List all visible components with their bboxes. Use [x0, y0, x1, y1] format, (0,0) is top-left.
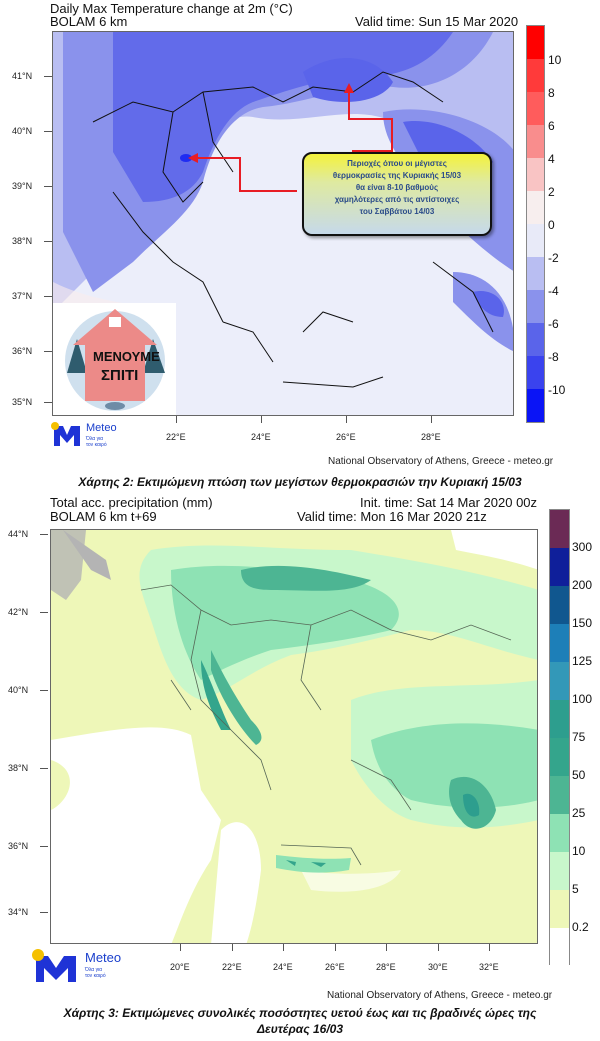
lon-tick: 24°E — [273, 962, 293, 972]
lon-tick: 32°E — [479, 962, 499, 972]
lon-tick: 28°E — [421, 432, 441, 442]
callout-line: Περιοχές όπου οι μέγιστες — [347, 159, 447, 168]
map2-credit: National Observatory of Athens, Greece -… — [327, 990, 553, 1001]
lon-tick: 26°E — [325, 962, 345, 972]
lon-tick: 20°E — [170, 962, 190, 972]
lat-tick: 36°N — [8, 841, 29, 851]
stay-home-badge: ΜΕΝΟΥΜΕ ΣΠΙΤΙ — [53, 303, 176, 415]
colorbar-label: 25 — [572, 806, 586, 820]
colorbar-label: 8 — [548, 86, 555, 100]
lon-tick: 30°E — [428, 962, 448, 972]
colorbar-label: 0 — [548, 218, 555, 232]
colorbar-label: 5 — [572, 882, 579, 896]
colorbar-label: -4 — [548, 284, 559, 298]
lat-tick: 38°N — [12, 236, 33, 246]
callout-line: χαμηλότερες από τις αντίστοιχες — [334, 195, 460, 204]
meteo-logo-tagline: τον καιρό — [85, 973, 106, 979]
meteo-m-icon — [32, 949, 76, 982]
lat-tick: 40°N — [12, 126, 33, 136]
colorbar-label: 10 — [572, 844, 586, 858]
lat-tick: 34°N — [8, 907, 29, 917]
colorbar-label: -6 — [548, 317, 559, 331]
lat-tick: 36°N — [12, 346, 33, 356]
lat-tick: 42°N — [8, 607, 29, 617]
meteo-m-icon — [51, 422, 80, 446]
meteo-logo-name: Meteo — [86, 422, 117, 434]
lat-tick: 41°N — [12, 71, 33, 81]
map1-arrows — [188, 83, 393, 192]
colorbar-label: 200 — [572, 578, 593, 592]
lat-tick: 39°N — [12, 181, 33, 191]
colorbar-label: 2 — [548, 185, 555, 199]
lat-tick: 44°N — [8, 529, 29, 539]
callout-line: θερμοκρασίες της Κυριακής 15/03 — [332, 171, 462, 180]
lon-tick: 24°E — [251, 432, 271, 442]
map1-callout-box: Περιοχές όπου οι μέγιστες θερμοκρασίες τ… — [302, 152, 492, 236]
meteo-logo-name: Meteo — [85, 950, 122, 965]
lon-tick: 22°E — [222, 962, 242, 972]
callout-line: θα είναι 8-10 βαθμούς — [355, 183, 439, 192]
map2-model: BOLAM 6 km t+69 — [50, 509, 157, 524]
map1-colorbar — [526, 25, 545, 423]
lat-tick: 35°N — [12, 397, 33, 407]
colorbar-label: 150 — [572, 616, 593, 630]
map2-valid-time: Valid time: Mon 16 Mar 2020 21z — [297, 509, 487, 524]
colorbar-label: 75 — [572, 730, 586, 744]
colorbar-label: 6 — [548, 119, 555, 133]
colorbar-label: 50 — [572, 768, 586, 782]
meteo-logo: Meteo Όλα για τον καιρό — [50, 421, 117, 448]
lat-tick: 40°N — [8, 685, 29, 695]
lon-tick: 26°E — [336, 432, 356, 442]
house-icon — [65, 309, 165, 411]
map2-caption-line1: Χάρτης 3: Εκτιμώμενες συνολικές ποσόστητ… — [63, 1006, 537, 1020]
colorbar-label: 0.2 — [572, 920, 589, 934]
colorbar-label: 125 — [572, 654, 593, 668]
map2-colorbar — [549, 509, 570, 966]
badge-text-line2: ΣΠΙΤΙ — [101, 367, 139, 384]
meteo-logo-tagline: τον καιρό — [86, 442, 107, 448]
colorbar-label: -8 — [548, 350, 559, 364]
badge-text-line1: ΜΕΝΟΥΜΕ — [93, 349, 160, 364]
colorbar-label: 100 — [572, 692, 593, 706]
lat-tick: 38°N — [8, 763, 29, 773]
meteo-logo-tagline: Όλα για — [86, 436, 104, 442]
map2-title: Total acc. precipitation (mm) — [50, 495, 213, 510]
colorbar-label: 300 — [572, 540, 593, 554]
lat-tick: 37°N — [12, 291, 33, 301]
map1-caption: Χάρτης 2: Εκτιμώμενη πτώση των μεγίστων … — [78, 475, 522, 489]
map1-valid-time: Valid time: Sun 15 Mar 2020 — [355, 14, 519, 29]
lon-tick: 22°E — [166, 432, 186, 442]
map2-caption-line2: Δευτέρας 16/03 — [257, 1022, 343, 1036]
callout-line: του Σαββάτου 14/03 — [359, 207, 435, 216]
map1-credit: National Observatory of Athens, Greece -… — [328, 456, 554, 467]
meteo-logo: Meteo Όλα για τον καιρό — [30, 948, 140, 984]
map2-init-time: Init. time: Sat 14 Mar 2020 00z — [360, 495, 538, 510]
colorbar-label: 10 — [548, 53, 562, 67]
meteo-logo-tagline: Όλα για — [85, 967, 103, 973]
map1-title: Daily Max Temperature change at 2m (°C) — [50, 1, 293, 16]
map2-contours — [51, 530, 537, 943]
colorbar-label: -10 — [548, 383, 566, 397]
colorbar-label: -2 — [548, 251, 559, 265]
map2-precip-field — [50, 529, 538, 944]
map1-model: BOLAM 6 km — [50, 14, 128, 29]
lon-tick: 28°E — [376, 962, 396, 972]
colorbar-label: 4 — [548, 152, 555, 166]
